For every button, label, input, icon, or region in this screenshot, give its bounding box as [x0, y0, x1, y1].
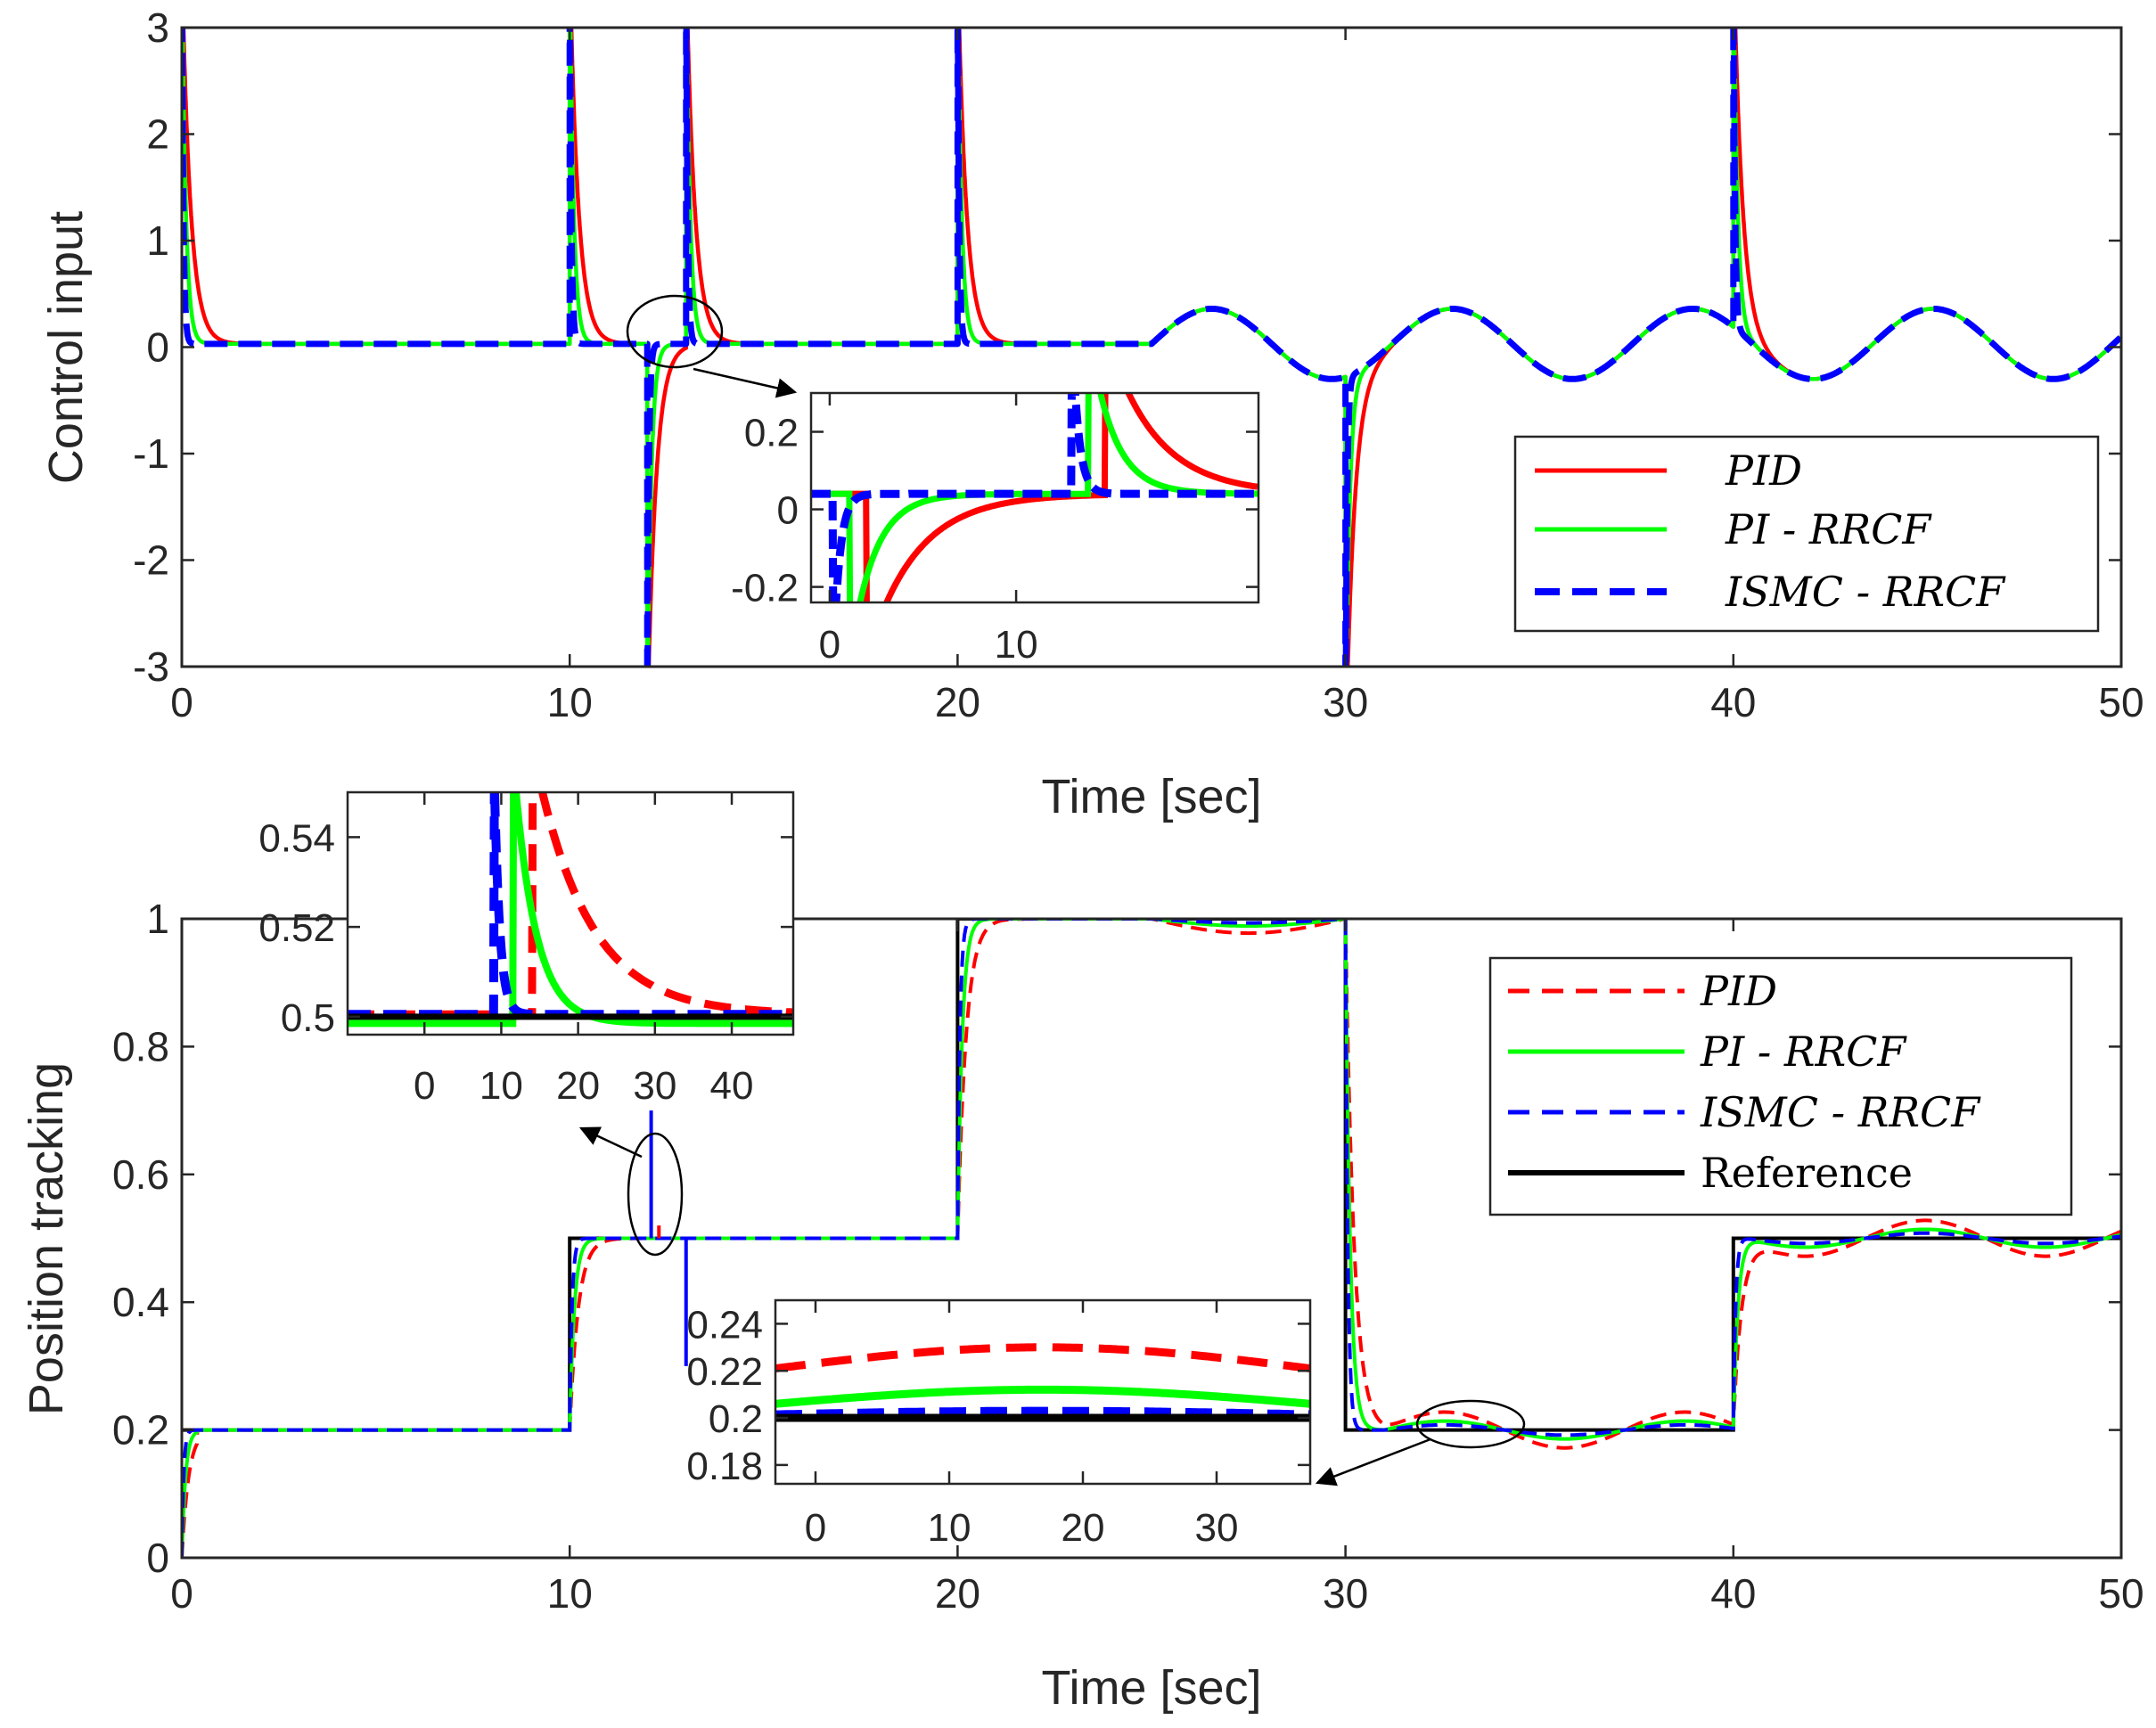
legend-bottom: PID PI - RRCF ISMC - RRCF Reference — [1488, 956, 2073, 1216]
top-xtick-label: 50 — [2098, 679, 2144, 725]
inset-bl-ytick-label: 0.54 — [258, 816, 335, 860]
x-axis-label-top: Time [sec] — [1041, 770, 1261, 823]
inset-bl-xtick-label: 40 — [710, 1064, 754, 1108]
y-axis-label-bottom: Position tracking — [20, 1062, 73, 1415]
inset-top-xtick-label: 10 — [995, 623, 1038, 667]
inset-top-series-0 — [811, 393, 1258, 602]
inset-top-ytick-label: -0.2 — [731, 567, 799, 610]
inset-bottom-left-frame — [346, 790, 795, 1036]
inset-br-series-2 — [775, 1406, 1310, 1419]
inset-bottom-right: 0 10 20 30 0.180.20.220.24 — [686, 1298, 1312, 1550]
legend-top-pid-label: PID — [1725, 446, 1802, 495]
bottom-xtick-label: 50 — [2098, 1570, 2144, 1617]
legend-bottom-ismc-label: ISMC - RRCF — [1700, 1088, 1981, 1136]
bottom-xtick-label: 0 — [170, 1570, 193, 1617]
zoom-arrow-bottom-right — [1315, 1437, 1431, 1486]
legend-bottom-pid-label: PID — [1700, 967, 1777, 1015]
top-ytick-label: 2 — [146, 111, 169, 158]
legend-bottom-ref-label: Reference — [1701, 1149, 1913, 1197]
top-ytick-label: 3 — [146, 4, 169, 51]
top-xtick-label: 10 — [547, 679, 593, 725]
top-ytick-label: 0 — [146, 324, 169, 371]
inset-br-series-1 — [775, 1385, 1310, 1408]
zoom-ellipse-bottom-right — [1415, 1399, 1526, 1449]
top-ytick-label: -3 — [133, 643, 169, 690]
x-axis-label-bottom: Time [sec] — [1041, 1661, 1261, 1715]
inset-bottom-left-bg — [348, 792, 793, 1035]
axes-frame-top — [180, 26, 2123, 668]
inset-top-ytick-label: 0 — [777, 489, 799, 533]
bottom-xtick-label: 30 — [1323, 1570, 1368, 1617]
bottom-xtick-label: 40 — [1710, 1570, 1756, 1617]
top-ytick-label: -2 — [133, 537, 169, 584]
inset-br-xtick-label: 10 — [928, 1506, 971, 1550]
legend-bottom-pi-label: PI - RRCF — [1700, 1028, 1907, 1076]
inset-br-xtick-label: 30 — [1195, 1506, 1239, 1550]
bottom-xtick-label: 10 — [547, 1570, 593, 1617]
inset-bl-series-1 — [348, 792, 793, 1028]
bottom-ytick-label: 0.4 — [112, 1279, 169, 1325]
zoom-ellipse-bottom-left — [627, 1132, 684, 1257]
inset-top-xtick-label: 0 — [819, 623, 840, 667]
bottom-ytick-label: 0.8 — [112, 1023, 169, 1069]
inset-br-series-0 — [775, 1343, 1310, 1373]
inset-bl-xtick-label: 30 — [633, 1064, 676, 1108]
inset-bl-xtick-label: 20 — [556, 1064, 600, 1108]
bottom-ytick-label: 0.6 — [112, 1151, 169, 1198]
inset-bl-xtick-label: 10 — [480, 1064, 523, 1108]
inset-br-ytick-label: 0.18 — [686, 1445, 763, 1488]
top-ytick-label: 1 — [146, 217, 169, 264]
bottom-ytick-label: 0.2 — [112, 1407, 169, 1454]
inset-br-ytick-label: 0.24 — [686, 1303, 763, 1347]
inset-top-series-2 — [811, 393, 1258, 602]
bottom-ytick-label: 1 — [146, 896, 169, 942]
inset-br-xtick-label: 20 — [1062, 1506, 1105, 1550]
inset-br-ytick-label: 0.22 — [686, 1350, 763, 1394]
legend-top: PID PI - RRCF ISMC - RRCF — [1513, 435, 2100, 633]
control-input-chart: 0 10 20 30 40 50 -3 -2 -1 0 1 2 3 Control input Time… — [39, 4, 2144, 823]
inset-top-frame — [809, 391, 1260, 604]
bottom-xtick-label: 20 — [935, 1570, 980, 1617]
axes-frame-bottom — [180, 917, 2123, 1560]
top-series-ismc-rrcf — [182, 28, 2121, 667]
inset-br-ytick-label: 0.2 — [709, 1397, 763, 1441]
top-xtick-label: 40 — [1710, 679, 1756, 725]
zoom-arrow-top — [693, 367, 798, 398]
inset-bl-ytick-label: 0.5 — [281, 996, 335, 1040]
bottom-ytick-label: 0 — [146, 1535, 169, 1581]
inset-bottom-right-frame — [774, 1298, 1312, 1486]
top-ytick-label: -1 — [133, 430, 169, 477]
inset-top-ytick-label: 0.2 — [744, 412, 799, 455]
inset-top: 0 10 -0.2 0 0.2 — [731, 391, 1260, 667]
zoom-ellipse-top — [626, 294, 724, 369]
top-xtick-label: 20 — [935, 679, 980, 725]
top-xtick-label: 0 — [170, 679, 193, 725]
top-xtick-label: 30 — [1323, 679, 1368, 725]
inset-bottom-left: 0 10 20 30 40 0.5 0.52 0.54 — [258, 790, 795, 1108]
legend-top-ismc-label: ISMC - RRCF — [1725, 568, 2006, 616]
zoom-arrow-bottom-left — [578, 1126, 643, 1159]
position-tracking-chart: 0 10 20 30 40 50 0 0.2 0.4 0.6 0.8 1 Position track… — [20, 790, 2144, 1715]
legend-top-pi-label: PI - RRCF — [1725, 505, 1932, 553]
inset-bl-ytick-label: 0.52 — [258, 906, 335, 950]
inset-bl-series-0 — [348, 792, 793, 1019]
inset-br-xtick-label: 0 — [805, 1506, 826, 1550]
inset-bl-xtick-label: 0 — [414, 1064, 435, 1108]
y-axis-label-top: Control input — [39, 211, 93, 484]
